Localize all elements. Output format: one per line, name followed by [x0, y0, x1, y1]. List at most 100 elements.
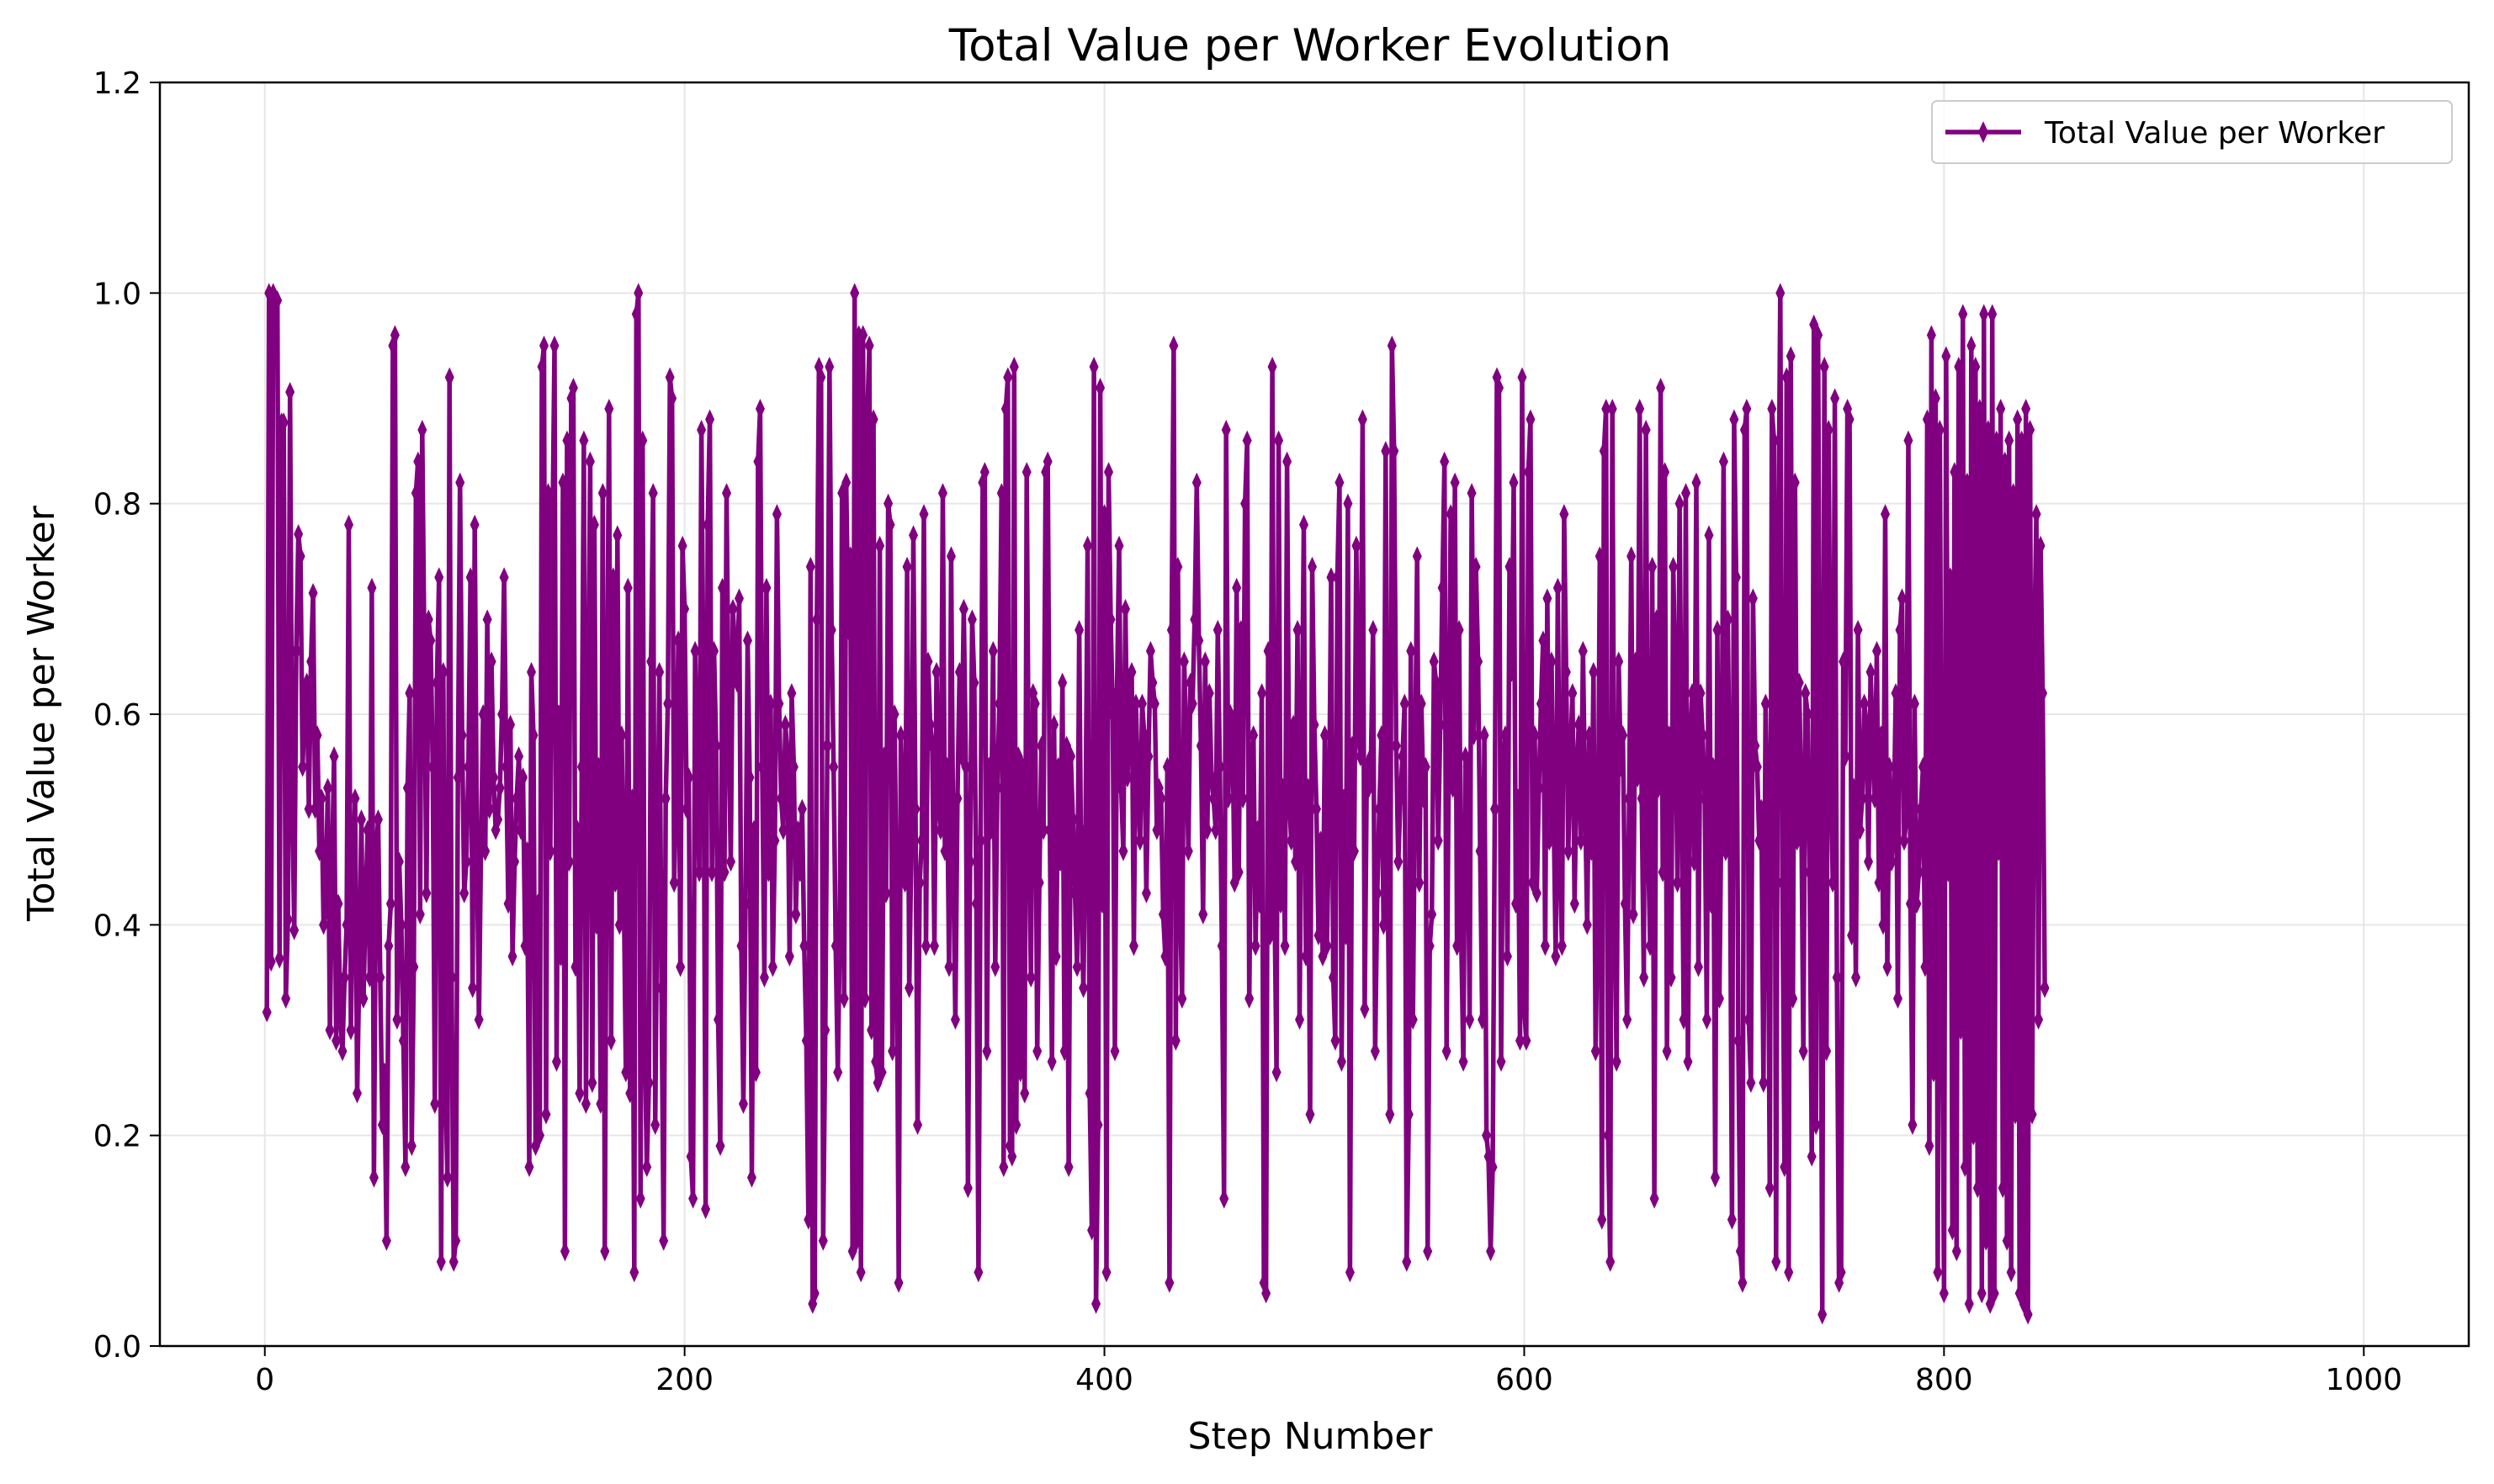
data-point-marker — [1326, 567, 1336, 588]
data-point-marker — [963, 1178, 973, 1199]
data-point-marker — [1822, 1041, 1832, 1062]
data-point-marker — [1968, 1125, 1978, 1146]
data-point-marker — [1429, 651, 1439, 672]
data-point-marker — [1687, 682, 1697, 703]
data-point-marker — [996, 483, 1006, 504]
data-point-marker — [795, 861, 805, 882]
data-point-marker — [1519, 999, 1529, 1020]
data-point-marker — [427, 756, 438, 777]
data-point-marker — [1236, 619, 1246, 640]
data-point-marker — [784, 946, 794, 967]
data-point-marker — [1901, 809, 1911, 830]
data-point-marker — [825, 356, 835, 377]
data-point-marker — [369, 1167, 379, 1188]
data-point-marker — [480, 840, 491, 861]
data-point-marker — [1085, 1083, 1095, 1104]
data-point-marker — [763, 861, 773, 882]
data-point-marker — [736, 935, 746, 957]
data-point-marker — [1032, 1041, 1043, 1062]
data-point-marker — [850, 283, 860, 304]
data-point-marker — [942, 756, 952, 777]
data-point-marker — [1377, 725, 1387, 746]
data-point-marker — [1360, 999, 1370, 1020]
data-point-marker — [1559, 504, 1569, 525]
data-point-marker — [1836, 1262, 1846, 1283]
data-point-marker — [707, 861, 717, 882]
data-point-marker — [1278, 777, 1288, 798]
data-point-marker — [342, 914, 352, 935]
data-point-marker — [1055, 851, 1065, 872]
data-point-marker — [1764, 1178, 1775, 1199]
data-point-marker — [319, 914, 329, 935]
data-point-marker — [1905, 893, 1915, 914]
data-point-marker — [1043, 451, 1053, 472]
data-point-marker — [1876, 725, 1886, 746]
data-point-marker — [1966, 335, 1977, 356]
data-point-marker — [961, 756, 971, 777]
data-point-marker — [1440, 451, 1450, 472]
data-point-marker — [482, 609, 492, 630]
data-point-marker — [618, 872, 629, 893]
data-point-marker — [1847, 925, 1857, 946]
data-point-marker — [992, 777, 1002, 798]
data-point-marker — [843, 619, 853, 640]
data-point-marker — [1681, 483, 1691, 504]
data-point-marker — [1656, 377, 1666, 398]
data-point-marker — [279, 412, 289, 433]
data-point-marker — [363, 819, 373, 840]
y-axis-label: Total Value per Worker — [20, 505, 63, 922]
data-point-marker — [1666, 967, 1676, 988]
data-point-marker — [564, 851, 574, 872]
data-point-marker — [497, 704, 507, 724]
data-point-marker — [965, 851, 975, 872]
data-point-marker — [921, 935, 931, 957]
data-point-marker — [1860, 693, 1870, 714]
data-point-marker — [969, 672, 979, 693]
data-point-marker — [1937, 935, 1947, 957]
data-point-marker — [461, 851, 471, 872]
data-point-marker — [381, 1230, 391, 1251]
x-tick-label: 600 — [1495, 1363, 1553, 1397]
data-point-marker — [1068, 809, 1078, 830]
data-point-marker — [600, 1241, 610, 1262]
data-point-marker — [348, 872, 358, 893]
data-point-marker — [1960, 1157, 1970, 1178]
data-point-marker — [923, 651, 933, 672]
data-point-marker — [1207, 767, 1217, 788]
data-point-marker — [1865, 661, 1876, 682]
data-point-marker — [1710, 1167, 1720, 1188]
data-point-marker — [1454, 619, 1464, 640]
data-point-marker — [701, 1199, 711, 1220]
data-point-marker — [464, 756, 474, 777]
data-point-marker — [1191, 472, 1202, 493]
data-point-marker — [568, 377, 578, 398]
data-point-marker — [1861, 714, 1871, 735]
data-point-marker — [1070, 882, 1080, 904]
data-point-marker — [1425, 935, 1435, 957]
y-tick-label: 0.2 — [93, 1120, 141, 1154]
data-point-marker — [1238, 788, 1248, 809]
data-point-marker — [1301, 946, 1311, 967]
data-point-marker — [1775, 283, 1786, 304]
data-point-marker — [753, 451, 763, 472]
data-point-marker — [1408, 1009, 1418, 1030]
data-point-marker — [1221, 420, 1231, 441]
data-point-marker — [1823, 420, 1833, 441]
data-point-marker — [1886, 851, 1897, 872]
data-point-marker — [2004, 430, 2014, 451]
data-point-marker — [1773, 567, 1783, 588]
data-point-marker — [413, 451, 423, 472]
data-point-marker — [1170, 1031, 1181, 1052]
data-point-marker — [766, 693, 776, 714]
data-point-marker — [1202, 819, 1213, 840]
data-point-marker — [755, 399, 765, 420]
data-point-marker — [888, 1041, 898, 1062]
data-point-marker — [1510, 893, 1520, 914]
data-point-marker — [793, 819, 803, 840]
data-point-marker — [631, 304, 641, 325]
data-point-marker — [1385, 1104, 1395, 1125]
data-point-marker — [1733, 1031, 1743, 1052]
data-point-marker — [426, 630, 436, 651]
data-point-marker — [1093, 1115, 1103, 1136]
y-tick-label: 0.0 — [93, 1330, 141, 1365]
